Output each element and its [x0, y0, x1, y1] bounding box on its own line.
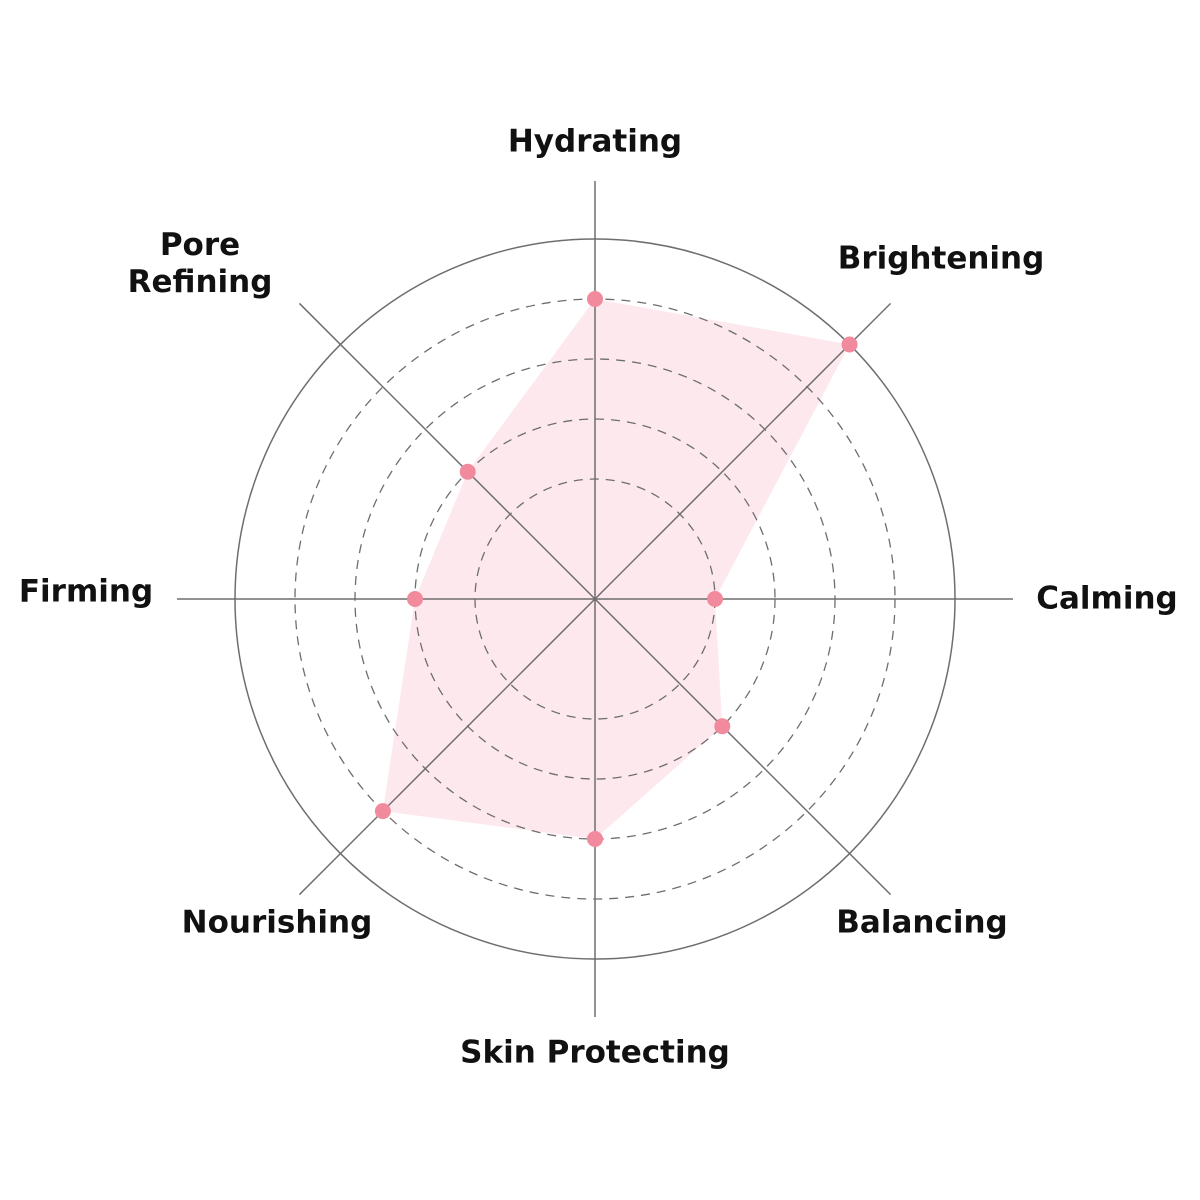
axis-line-brightening: [594, 302, 892, 600]
axis-label-brightening: Brightening: [837, 240, 1045, 277]
data-point-brightening: [841, 336, 858, 353]
data-point-nourishing: [374, 803, 391, 820]
data-point-skin-protecting: [587, 831, 603, 847]
data-point-balancing: [714, 718, 731, 735]
axis-label-skin-protecting: Skin Protecting: [460, 1034, 730, 1071]
data-point-calming: [707, 591, 723, 607]
axis-label-hydrating: Hydrating: [507, 123, 683, 160]
axis-label-pore-refining-line1: Pore: [159, 227, 241, 263]
axis-label-pore-refining-line2: Refining: [127, 264, 273, 300]
axis-label-pore-refining: Pore Refining: [128, 227, 273, 301]
axis-line-pore-refining: [298, 302, 596, 600]
data-point-pore-refining: [459, 463, 476, 480]
data-area: [382, 299, 850, 839]
axis-line-balancing: [594, 598, 892, 896]
axis-label-balancing: Balancing: [836, 904, 1008, 941]
axis-label-nourishing: Nourishing: [181, 904, 373, 941]
axis-line-nourishing: [298, 598, 596, 896]
data-point-firming: [407, 591, 423, 607]
axis-label-firming: Firming: [18, 573, 154, 610]
axis-label-calming: Calming: [1036, 580, 1178, 617]
data-point-hydrating: [587, 291, 603, 307]
